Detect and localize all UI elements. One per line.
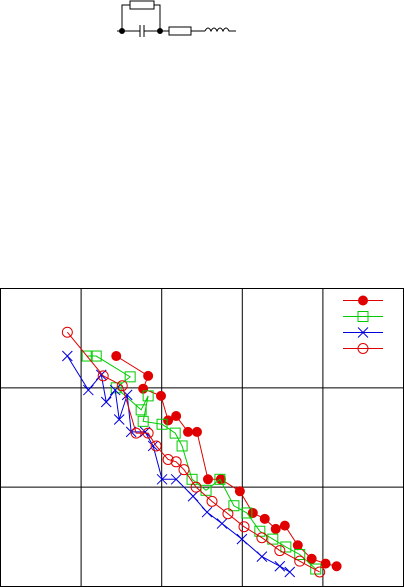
marker bbox=[113, 414, 125, 425]
marker bbox=[100, 396, 112, 408]
marker bbox=[294, 555, 306, 567]
marker bbox=[310, 563, 322, 575]
resistor bbox=[129, 0, 155, 10]
marker bbox=[256, 532, 268, 544]
marker bbox=[162, 453, 174, 465]
marker bbox=[187, 490, 199, 502]
marker bbox=[90, 350, 102, 362]
marker bbox=[61, 350, 73, 362]
marker bbox=[256, 551, 268, 562]
marker bbox=[357, 311, 369, 322]
marker bbox=[82, 384, 94, 396]
marker bbox=[143, 370, 154, 381]
marker bbox=[214, 473, 226, 485]
junction bbox=[157, 28, 163, 34]
marker bbox=[202, 474, 213, 485]
marker bbox=[109, 384, 121, 396]
marker bbox=[97, 370, 109, 382]
marker bbox=[216, 518, 228, 529]
marker bbox=[274, 560, 286, 572]
marker bbox=[155, 390, 166, 401]
marker bbox=[241, 507, 253, 519]
marker bbox=[150, 440, 162, 452]
marker bbox=[236, 533, 248, 545]
marker bbox=[280, 541, 292, 553]
inductor bbox=[204, 27, 236, 33]
marker bbox=[135, 404, 147, 416]
marker bbox=[222, 508, 234, 520]
plot-frame bbox=[0, 288, 404, 587]
marker bbox=[270, 523, 281, 534]
wire bbox=[154, 4, 161, 31]
marker bbox=[170, 456, 182, 468]
junction bbox=[119, 28, 125, 34]
marker bbox=[147, 440, 159, 452]
marker bbox=[259, 513, 270, 524]
marker bbox=[314, 566, 326, 578]
wire bbox=[121, 4, 130, 31]
marker bbox=[201, 506, 213, 518]
marker bbox=[130, 427, 142, 439]
marker bbox=[170, 473, 182, 485]
marker bbox=[183, 426, 194, 437]
marker bbox=[215, 474, 226, 485]
marker bbox=[331, 561, 342, 572]
marker bbox=[279, 520, 290, 531]
marker bbox=[284, 566, 296, 578]
marker bbox=[142, 427, 154, 439]
marker bbox=[274, 545, 286, 557]
marker bbox=[191, 426, 202, 437]
marker bbox=[294, 548, 306, 560]
circuit-diagram bbox=[117, 0, 236, 37]
marker bbox=[357, 327, 369, 338]
marker bbox=[306, 553, 317, 564]
marker bbox=[142, 390, 154, 402]
marker bbox=[116, 380, 128, 392]
marker bbox=[320, 558, 331, 569]
marker bbox=[171, 411, 182, 422]
marker bbox=[228, 500, 240, 512]
marker bbox=[156, 473, 168, 485]
marker bbox=[163, 415, 174, 426]
marker bbox=[178, 464, 190, 476]
marker bbox=[81, 350, 93, 362]
series-line bbox=[66, 331, 320, 573]
marker bbox=[190, 481, 202, 493]
marker bbox=[200, 484, 212, 496]
marker bbox=[137, 415, 149, 427]
marker bbox=[238, 521, 250, 533]
marker bbox=[267, 533, 279, 545]
marker bbox=[357, 343, 369, 354]
marker bbox=[169, 427, 181, 439]
marker bbox=[124, 371, 136, 383]
marker bbox=[292, 540, 303, 551]
marker bbox=[111, 351, 122, 362]
marker bbox=[247, 507, 258, 518]
marker bbox=[61, 326, 73, 338]
series-line bbox=[87, 355, 317, 570]
resistor bbox=[168, 26, 192, 36]
marker bbox=[206, 495, 218, 507]
marker bbox=[234, 486, 245, 497]
marker bbox=[156, 418, 168, 430]
marker bbox=[358, 295, 368, 306]
marker bbox=[176, 440, 188, 452]
